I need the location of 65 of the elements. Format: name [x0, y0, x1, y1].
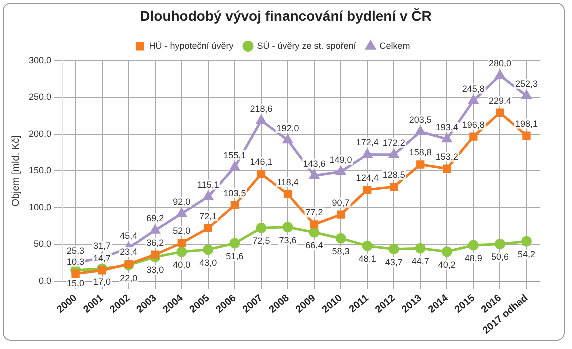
data-label: 155,1 [224, 150, 246, 160]
y-tick-label: 100,0 [28, 202, 52, 212]
data-label: 73,6 [279, 235, 297, 246]
data-label: 25,3 [67, 246, 85, 256]
data-label: 31,7 [94, 241, 112, 252]
data-label: 33,0 [146, 265, 164, 276]
data-label: 172,2 [382, 138, 406, 148]
y-tick-label: 200,0 [28, 128, 52, 139]
data-label: 17,0 [94, 276, 112, 287]
data-label: 14,7 [94, 254, 112, 264]
data-label: 229,4 [488, 96, 512, 106]
data-label: 192,0 [276, 123, 300, 134]
legend-label: HÚ - hypoteční úvěry [149, 40, 234, 51]
data-label: 153,2 [436, 152, 458, 162]
y-tick-label: 0,0 [39, 276, 52, 286]
data-label: 48,1 [358, 254, 376, 264]
data-label: 198,1 [515, 118, 538, 129]
data-label: 124,4 [356, 173, 379, 184]
data-label: 172,4 [356, 138, 379, 148]
data-label: 280,0 [488, 58, 512, 69]
data-label: 51,6 [226, 252, 244, 262]
data-label: 92,0 [173, 196, 191, 207]
data-label: 48,9 [464, 253, 482, 264]
legend-label: Celkem [380, 40, 410, 51]
data-label: 103,5 [224, 188, 246, 198]
legend-label: SÚ - úvěry ze st. spoření [257, 40, 357, 51]
data-label: 143,6 [303, 158, 326, 169]
data-label: 72,5 [252, 236, 270, 246]
data-label: 40,0 [173, 260, 191, 270]
data-label: 54,2 [518, 250, 536, 260]
y-tick-label: 300,0 [28, 55, 52, 66]
data-label: 15,0 [67, 278, 85, 288]
data-label: 43,0 [200, 258, 218, 268]
data-label: 40,2 [438, 260, 456, 270]
data-label: 58,3 [332, 246, 350, 257]
data-label: 90,7 [332, 198, 350, 208]
data-label: 44,7 [412, 256, 430, 267]
data-label: 118,4 [277, 177, 299, 188]
data-label: 193,4 [436, 122, 458, 132]
data-label: 52,0 [173, 226, 191, 236]
data-label: 66,4 [306, 240, 324, 251]
data-label: 218,6 [250, 104, 273, 114]
chart-title: Dlouhodobý vývoj financování bydlení v ČR [139, 8, 433, 24]
data-label: 22,0 [120, 273, 138, 284]
data-label: 43,7 [385, 257, 403, 268]
y-tick-label: 150,0 [28, 166, 52, 176]
data-label: 146,1 [250, 157, 273, 168]
y-axis-title: Objem [mld. Kč] [10, 135, 22, 207]
data-label: 196,8 [462, 120, 485, 130]
data-label: 252,3 [515, 79, 538, 90]
y-tick-label: 250,0 [28, 92, 52, 102]
data-label: 128,5 [382, 170, 406, 180]
data-label: 245,8 [462, 84, 485, 94]
data-label: 158,8 [409, 148, 432, 158]
y-tick-label: 50,0 [34, 239, 52, 250]
data-label: 115,1 [197, 180, 220, 190]
data-label: 23,4 [120, 247, 138, 258]
data-label: 45,4 [120, 231, 138, 242]
data-label: 36,2 [146, 238, 164, 248]
data-label: 69,2 [146, 214, 164, 224]
data-label: 203,5 [409, 114, 432, 125]
data-label: 77,2 [306, 208, 324, 218]
data-label: 72,1 [200, 211, 218, 222]
data-label: 50,6 [491, 252, 509, 262]
data-label: 149,0 [330, 154, 352, 165]
